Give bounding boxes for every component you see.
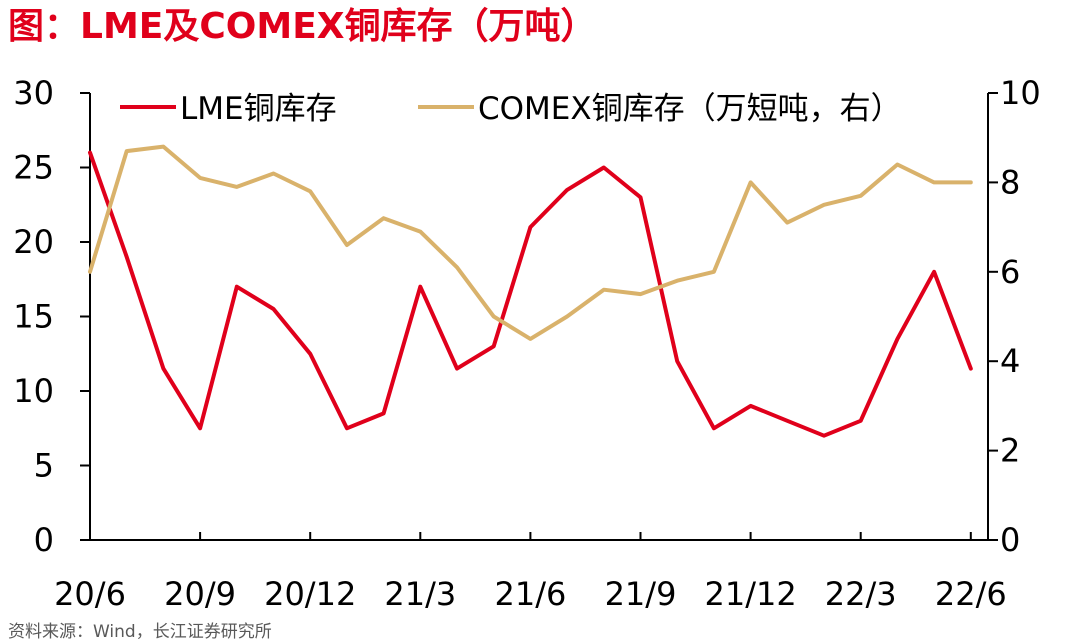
x-tick-label: 20/12: [264, 575, 356, 613]
right-tick-label: 8: [1000, 163, 1020, 201]
x-tick-label: 21/12: [704, 575, 796, 613]
x-tick-label: 21/6: [494, 575, 566, 613]
x-tick-label: 22/3: [825, 575, 897, 613]
left-tick-label: 20: [13, 223, 54, 261]
right-tick-label: 4: [1000, 342, 1020, 380]
series-lines: [88, 144, 973, 438]
x-tick-label: 22/6: [935, 575, 1007, 613]
x-ticks: 20/6 20/9 20/12 21/3 21/6 21/9 21/12 22/3 22/6: [54, 532, 1007, 613]
left-tick-label: 30: [13, 74, 54, 112]
x-tick-label: 20/9: [164, 575, 236, 613]
series-line-comex: [88, 144, 973, 341]
right-tick-label: 10: [1000, 74, 1041, 112]
left-tick-label: 15: [13, 298, 54, 336]
left-tick-label: 5: [34, 447, 54, 485]
legend: LME铜库存 COMEX铜库存（万短吨，右）: [120, 91, 902, 127]
legend-label-comex: COMEX铜库存（万短吨，右）: [478, 91, 902, 127]
right-y-ticks: 0 2 4 6 8 10: [988, 74, 1041, 559]
left-y-ticks: 0 5 10 15 20 25 30: [13, 74, 90, 559]
right-tick-label: 0: [1000, 521, 1020, 559]
left-tick-label: 25: [13, 149, 54, 187]
axes: [89, 93, 989, 541]
legend-label-lme: LME铜库存: [180, 91, 337, 127]
right-tick-label: 2: [1000, 432, 1020, 470]
chart-title: 图：LME及COMEX铜库存（万吨）: [8, 6, 597, 47]
series-line-lme: [88, 150, 973, 438]
source-note: 资料来源：Wind，长江证券研究所: [8, 622, 272, 642]
x-tick-label: 20/6: [54, 575, 126, 613]
left-tick-label: 10: [13, 372, 54, 410]
x-tick-label: 21/3: [384, 575, 456, 613]
right-tick-label: 6: [1000, 253, 1020, 291]
left-tick-label: 0: [34, 521, 54, 559]
x-tick-label: 21/9: [605, 575, 677, 613]
